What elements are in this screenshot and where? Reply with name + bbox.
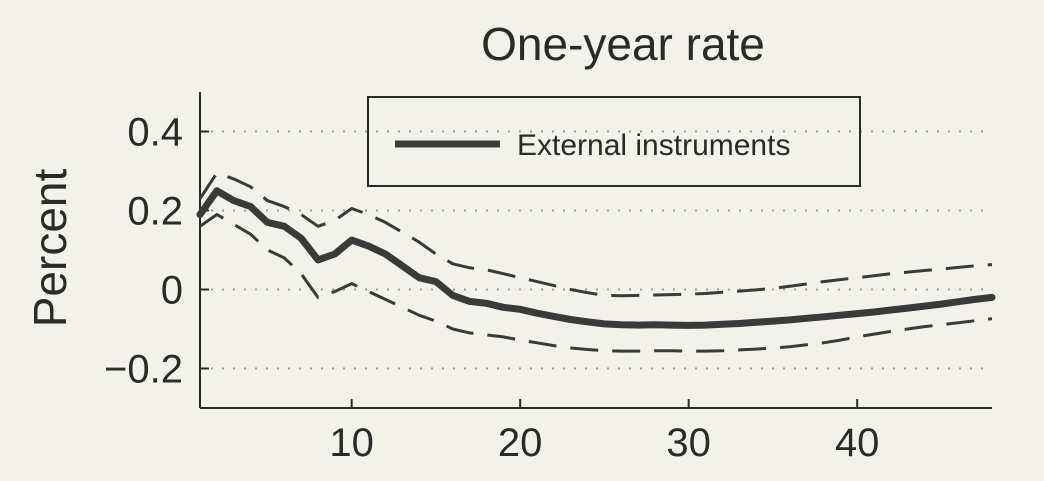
chart-title: One-year rate xyxy=(481,18,765,70)
tick-labels: 0.4 0.2 0 −0.2 10 20 30 40 xyxy=(104,111,879,466)
legend-box xyxy=(367,96,861,187)
x-tick-label: 40 xyxy=(835,421,880,465)
x-tick-label: 20 xyxy=(498,421,543,465)
y-axis-label: Percent xyxy=(24,169,76,328)
legend: External instruments xyxy=(367,96,861,187)
upper-confidence-band-line xyxy=(198,171,993,298)
y-tick-label: 0.4 xyxy=(127,111,183,155)
series-lines xyxy=(196,171,996,353)
external-instruments-line xyxy=(196,187,996,329)
y-tick-label: 0 xyxy=(161,269,183,313)
y-tick-label: −0.2 xyxy=(104,348,183,392)
lower-confidence-band-line xyxy=(199,213,993,353)
y-tick-label: 0.2 xyxy=(127,190,183,234)
legend-entry: External instruments xyxy=(517,129,790,162)
axes xyxy=(199,92,992,409)
x-tick-label: 10 xyxy=(329,421,374,465)
x-tick-label: 30 xyxy=(666,421,711,465)
